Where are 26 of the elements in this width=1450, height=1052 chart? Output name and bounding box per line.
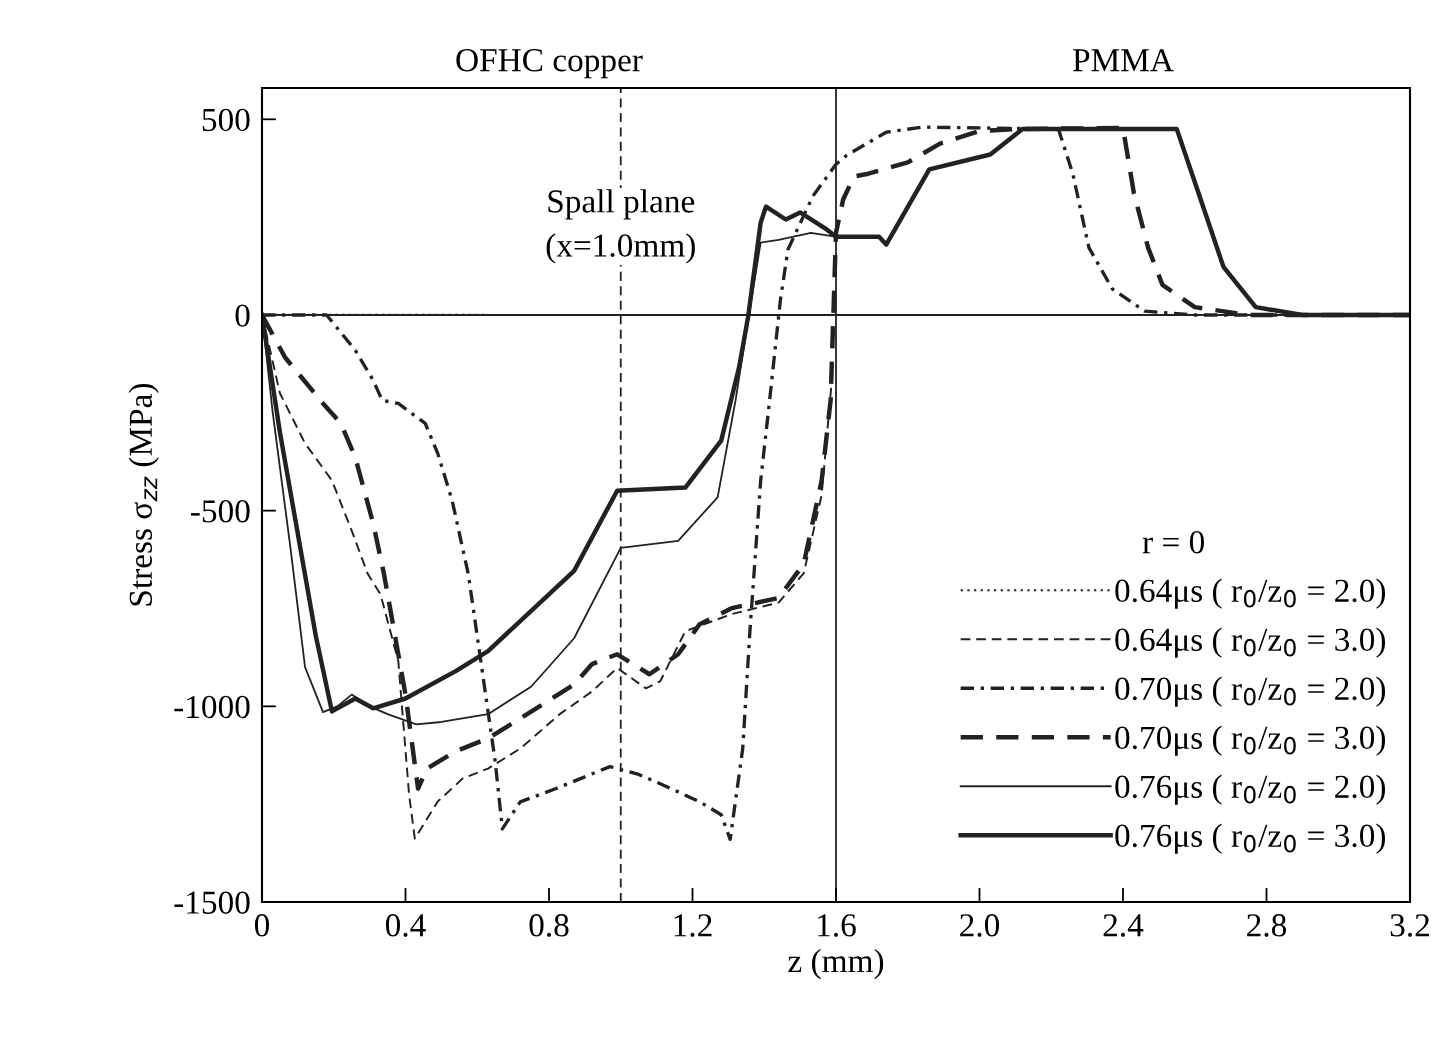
- legend-label: 0.76μs ( r$_{0}$/z$_{0}$ = 3.0): [1115, 823, 1386, 854]
- x-tick-label: 1.2: [674, 914, 712, 937]
- x-tick-label: 1.6: [818, 914, 856, 937]
- legend-label: 0.76μs ( r$_{0}$/z$_{0}$ = 2.0): [1115, 774, 1386, 805]
- y-tick-label: -500: [191, 500, 250, 523]
- text: OFHC copper: [456, 49, 643, 79]
- x-tick-label: 2.8: [1247, 914, 1287, 937]
- ref-line-label: Spall plane (x=1.0mm): [546, 189, 695, 264]
- y-axis-title: Stress σ$_{zz}$ (MPa): [128, 383, 159, 606]
- x-axis-title: z (mm): [788, 948, 884, 980]
- legend-label: 0.70μs ( r$_{0}$/z$_{0}$ = 2.0): [1115, 676, 1386, 707]
- x-tick-label: 2.4: [1103, 914, 1144, 937]
- x-tick-label: 2.0: [960, 914, 1000, 937]
- x-tick-label: 0.8: [529, 914, 569, 937]
- legend-label: 0.64μs ( r$_{0}$/z$_{0}$ = 3.0): [1115, 627, 1386, 658]
- y-tick-label: 0: [235, 304, 250, 327]
- text: PMMA: [1073, 49, 1174, 72]
- x-tick-label: 3.2: [1390, 914, 1429, 937]
- x-tick-label: 0.4: [385, 914, 426, 937]
- legend-label: 0.70μs ( r$_{0}$/z$_{0}$ = 3.0): [1115, 725, 1386, 756]
- legend-label: 0.64μs ( r$_{0}$/z$_{0}$ = 2.0): [1115, 578, 1386, 609]
- y-tick-label: -1000: [174, 695, 250, 719]
- y-tick-label: -1500: [174, 891, 250, 914]
- y-tick-label: 500: [202, 108, 250, 132]
- legend-title: r = 0: [1142, 530, 1205, 554]
- x-tick-label: 0: [254, 914, 270, 937]
